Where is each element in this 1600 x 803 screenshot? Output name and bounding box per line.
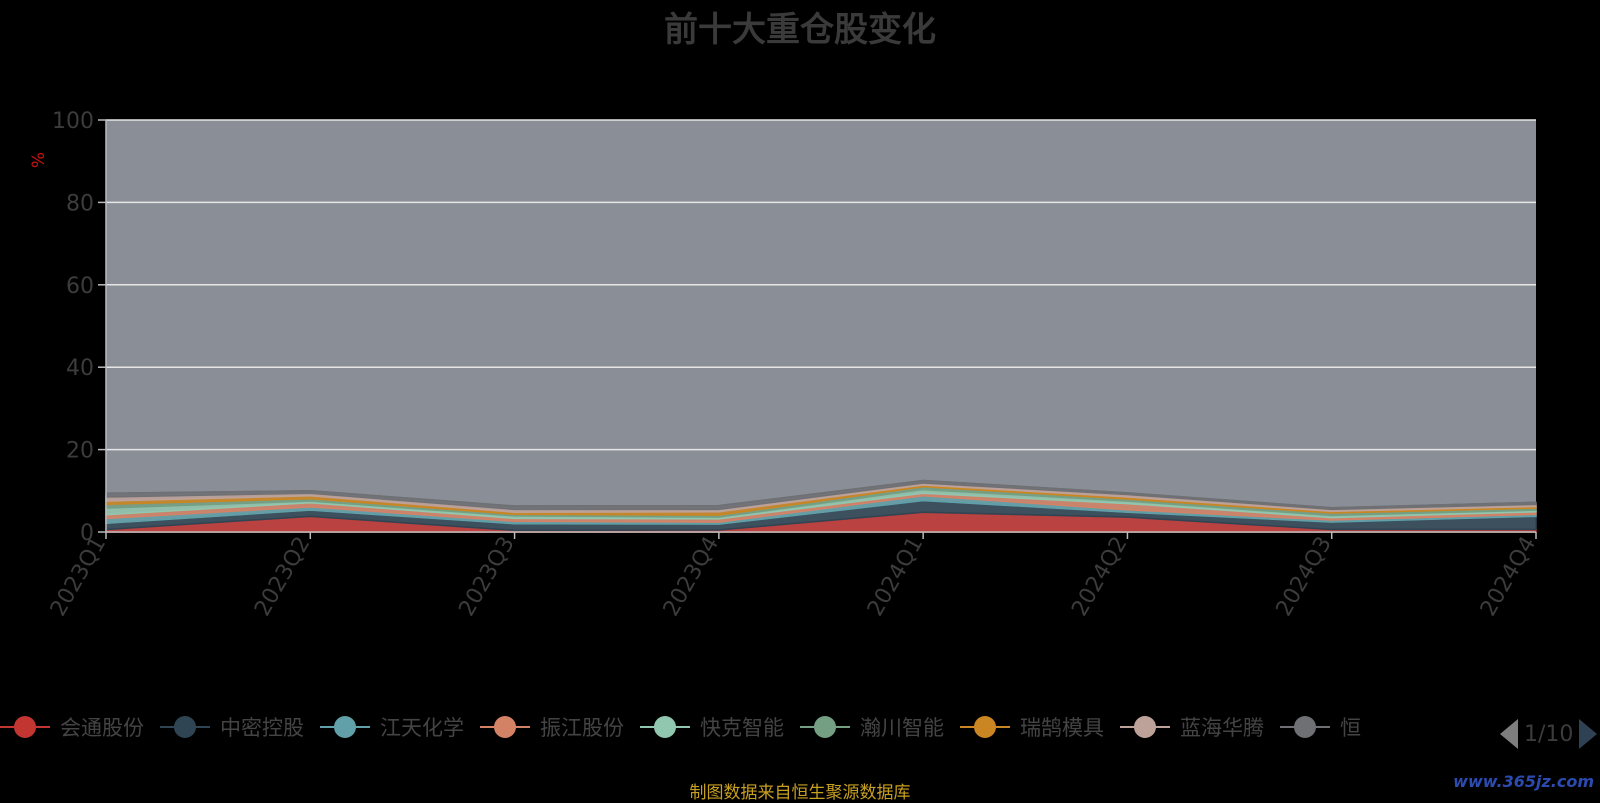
x-tick-label: 2024Q1 xyxy=(863,533,928,621)
legend-marker-icon xyxy=(480,716,530,738)
y-tick-label: 100 xyxy=(52,109,94,134)
legend-marker-icon xyxy=(1120,716,1170,738)
legend-marker-icon xyxy=(960,716,1010,738)
plot-area xyxy=(106,120,1536,532)
chart-title: 前十大重仓股变化 xyxy=(664,10,936,50)
y-axis-label: % xyxy=(29,152,49,168)
y-tick-label: 0 xyxy=(80,521,94,546)
data-source-note: 制图数据来自恒生聚源数据库 xyxy=(689,783,911,803)
y-tick-label: 40 xyxy=(66,356,94,381)
legend-prev-icon[interactable] xyxy=(1500,719,1518,749)
x-tick-label: 2024Q4 xyxy=(1476,533,1541,621)
x-tick-label: 2023Q4 xyxy=(659,533,724,621)
legend-item[interactable]: 会通股份 xyxy=(0,712,144,742)
legend-item[interactable]: 恒 xyxy=(1280,712,1361,742)
legend-label: 振江股份 xyxy=(540,716,624,740)
legend-item[interactable]: 快克智能 xyxy=(640,712,784,742)
area-chart: 0 20 40 60 80 100 2023Q1 2023Q2 2023Q3 2023Q4 2024… xyxy=(29,109,1541,621)
legend-item[interactable]: 瀚川智能 xyxy=(800,712,944,742)
y-tick-label: 80 xyxy=(66,191,94,216)
site-watermark: www.365jz.com xyxy=(1453,772,1594,791)
legend-item[interactable]: 江天化学 xyxy=(320,712,464,742)
legend-label: 会通股份 xyxy=(60,716,144,740)
legend-label: 恒 xyxy=(1340,716,1361,740)
legend-label: 快克智能 xyxy=(700,716,784,740)
legend-marker-icon xyxy=(800,716,850,738)
legend-item[interactable]: 瑞鹄模具 xyxy=(960,712,1104,742)
legend-label: 蓝海华腾 xyxy=(1180,716,1264,740)
legend-page-indicator: 1/10 xyxy=(1524,721,1574,747)
y-tick-label: 20 xyxy=(66,439,94,464)
x-tick-label: 2023Q1 xyxy=(46,533,111,621)
y-tick-label: 60 xyxy=(66,274,94,299)
x-tick-label: 2023Q2 xyxy=(250,533,315,621)
legend-marker-icon xyxy=(320,716,370,738)
chart-legend: 会通股份 中密控股 江天化学 振江股份 快克智能 瀚川智能 瑞鹄模具 蓝海华腾 恒 xyxy=(0,712,1472,752)
legend-marker-icon xyxy=(0,716,50,738)
legend-item[interactable]: 中密控股 xyxy=(160,712,304,742)
legend-pager: 1/10 xyxy=(1500,714,1598,754)
legend-item[interactable]: 振江股份 xyxy=(480,712,624,742)
legend-label: 江天化学 xyxy=(380,716,464,740)
legend-next-icon[interactable] xyxy=(1579,719,1598,749)
x-tick-label: 2023Q3 xyxy=(454,533,519,621)
legend-marker-icon xyxy=(160,716,210,738)
legend-item[interactable]: 蓝海华腾 xyxy=(1120,712,1264,742)
series-line xyxy=(105,479,1537,509)
legend-label: 瀚川智能 xyxy=(860,716,944,740)
x-tick-label: 2024Q2 xyxy=(1067,533,1132,621)
legend-label: 瑞鹄模具 xyxy=(1020,716,1104,740)
legend-label: 中密控股 xyxy=(220,716,304,740)
legend-marker-icon xyxy=(640,716,690,738)
x-tick-label: 2024Q3 xyxy=(1272,533,1337,621)
legend-marker-icon xyxy=(1280,716,1330,738)
